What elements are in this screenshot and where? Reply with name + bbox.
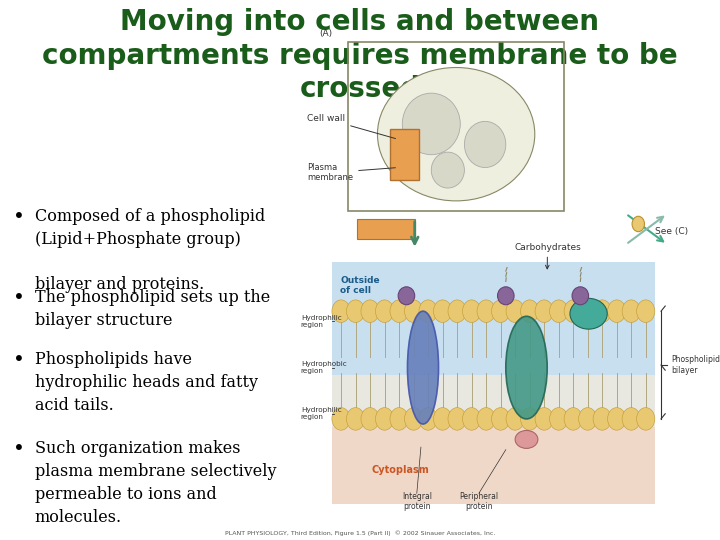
Circle shape bbox=[636, 300, 655, 322]
Ellipse shape bbox=[515, 430, 538, 448]
Ellipse shape bbox=[572, 287, 588, 305]
Circle shape bbox=[390, 300, 408, 322]
Text: (A): (A) bbox=[320, 29, 333, 38]
Ellipse shape bbox=[464, 122, 505, 167]
Text: Peripheral
protein: Peripheral protein bbox=[459, 492, 498, 511]
Circle shape bbox=[506, 408, 524, 430]
Text: •: • bbox=[13, 289, 24, 308]
Circle shape bbox=[636, 408, 655, 430]
Circle shape bbox=[448, 408, 467, 430]
Circle shape bbox=[477, 300, 495, 322]
Circle shape bbox=[433, 408, 451, 430]
Circle shape bbox=[564, 300, 582, 322]
Circle shape bbox=[462, 300, 481, 322]
Circle shape bbox=[579, 300, 597, 322]
Bar bbox=[332, 262, 655, 375]
Circle shape bbox=[506, 300, 524, 322]
Bar bbox=[332, 401, 655, 503]
Ellipse shape bbox=[402, 93, 460, 154]
Text: Plasma
membrane: Plasma membrane bbox=[307, 163, 395, 183]
Ellipse shape bbox=[431, 152, 464, 188]
Ellipse shape bbox=[505, 316, 547, 419]
FancyBboxPatch shape bbox=[390, 129, 419, 180]
Circle shape bbox=[608, 408, 626, 430]
Ellipse shape bbox=[398, 287, 415, 305]
Ellipse shape bbox=[498, 287, 514, 305]
Text: Moving into cells and between
compartments requires membrane to be
crossed: Moving into cells and between compartmen… bbox=[42, 8, 678, 103]
Text: Cytoplasm: Cytoplasm bbox=[372, 465, 429, 475]
Text: Such organization makes
plasma membrane selectively
permeable to ions and
molecu: Such organization makes plasma membrane … bbox=[35, 440, 276, 525]
Circle shape bbox=[448, 300, 467, 322]
Circle shape bbox=[332, 300, 350, 322]
Text: Composed of a phospholipid
(Lipid+Phosphate group)

bilayer and proteins.: Composed of a phospholipid (Lipid+Phosph… bbox=[35, 208, 265, 293]
Circle shape bbox=[361, 408, 379, 430]
Bar bbox=[332, 375, 655, 427]
Circle shape bbox=[521, 300, 539, 322]
Circle shape bbox=[332, 408, 350, 430]
Circle shape bbox=[419, 408, 437, 430]
Text: Phospholipids have
hydrophilic heads and fatty
acid tails.: Phospholipids have hydrophilic heads and… bbox=[35, 351, 258, 414]
Text: Outside
of cell: Outside of cell bbox=[340, 276, 380, 295]
Text: Cell wall: Cell wall bbox=[307, 114, 395, 139]
Text: PLANT PHYSIOLOGY, Third Edition, Figure 1.5 (Part II)  © 2002 Sinauer Associates: PLANT PHYSIOLOGY, Third Edition, Figure … bbox=[225, 530, 495, 536]
Ellipse shape bbox=[408, 311, 438, 424]
Circle shape bbox=[593, 300, 611, 322]
Circle shape bbox=[564, 408, 582, 430]
Circle shape bbox=[579, 408, 597, 430]
FancyBboxPatch shape bbox=[357, 219, 415, 239]
Circle shape bbox=[492, 408, 510, 430]
Circle shape bbox=[622, 408, 640, 430]
Circle shape bbox=[492, 300, 510, 322]
Circle shape bbox=[361, 300, 379, 322]
Ellipse shape bbox=[570, 298, 607, 329]
Text: •: • bbox=[13, 351, 24, 370]
Circle shape bbox=[477, 408, 495, 430]
Ellipse shape bbox=[377, 68, 535, 201]
Circle shape bbox=[608, 300, 626, 322]
Text: •: • bbox=[13, 440, 24, 459]
Circle shape bbox=[462, 408, 481, 430]
Circle shape bbox=[346, 408, 364, 430]
Text: Integral
protein: Integral protein bbox=[402, 492, 432, 511]
Circle shape bbox=[346, 300, 364, 322]
Circle shape bbox=[433, 300, 451, 322]
Circle shape bbox=[535, 300, 553, 322]
Text: Carbohydrates: Carbohydrates bbox=[514, 242, 581, 269]
Circle shape bbox=[405, 408, 423, 430]
Circle shape bbox=[535, 408, 553, 430]
Circle shape bbox=[390, 408, 408, 430]
Circle shape bbox=[622, 300, 640, 322]
Text: •: • bbox=[13, 208, 24, 227]
Circle shape bbox=[419, 300, 437, 322]
Text: Hydrophobic
region: Hydrophobic region bbox=[301, 361, 346, 374]
Circle shape bbox=[593, 408, 611, 430]
Circle shape bbox=[375, 300, 394, 322]
Circle shape bbox=[405, 300, 423, 322]
Text: The phospholipid sets up the
bilayer structure: The phospholipid sets up the bilayer str… bbox=[35, 289, 270, 329]
Text: See (C): See (C) bbox=[654, 227, 688, 236]
Text: Hydrophilic
region: Hydrophilic region bbox=[301, 407, 341, 420]
Circle shape bbox=[549, 300, 568, 322]
Ellipse shape bbox=[632, 216, 644, 232]
Text: Hydrophilic
region: Hydrophilic region bbox=[301, 315, 341, 328]
Circle shape bbox=[521, 408, 539, 430]
Circle shape bbox=[549, 408, 568, 430]
Text: Phospholipid
bilayer: Phospholipid bilayer bbox=[671, 355, 720, 375]
Circle shape bbox=[375, 408, 394, 430]
